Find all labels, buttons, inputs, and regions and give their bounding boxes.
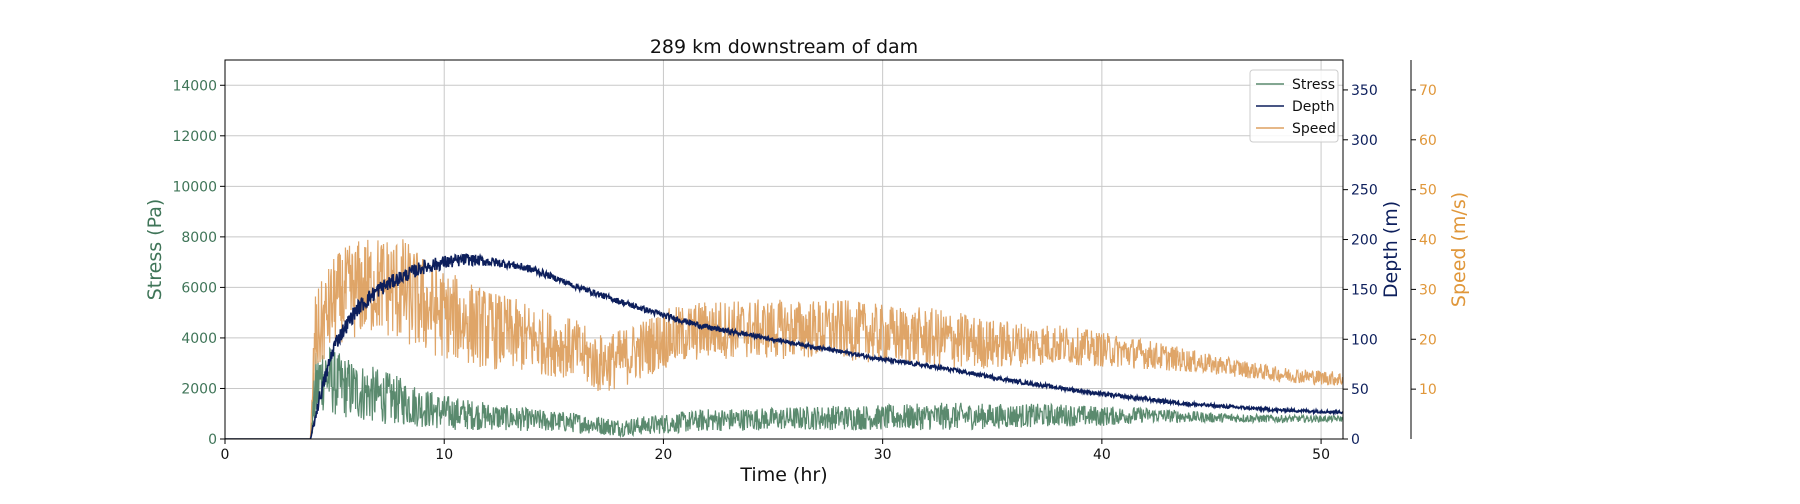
grid-layer — [225, 60, 1343, 439]
depth-tick-label: 300 — [1351, 133, 1378, 149]
series-line-stress — [225, 346, 1343, 439]
stress-tick-label: 8000 — [181, 230, 217, 246]
depth-tick-label: 250 — [1351, 183, 1378, 199]
x-tick-label: 20 — [655, 447, 673, 463]
depth-tick-label: 150 — [1351, 282, 1378, 298]
depth-tick-label: 350 — [1351, 83, 1378, 99]
x-tick-label: 40 — [1093, 447, 1111, 463]
stress-tick-label: 4000 — [181, 331, 217, 347]
depth-tick-label: 100 — [1351, 332, 1378, 348]
plot-frame — [224, 59, 1344, 440]
x-tick-label: 30 — [874, 447, 892, 463]
depth-tick-label: 0 — [1351, 432, 1360, 448]
stress-tick-label: 14000 — [172, 78, 217, 94]
x-axis-label: Time (hr) — [739, 464, 827, 486]
stress-tick-label: 10000 — [172, 179, 217, 195]
speed-tick-label: 10 — [1419, 382, 1437, 398]
series-line-speed — [225, 239, 1343, 439]
legend-box — [1249, 69, 1339, 143]
speed-tick-label: 60 — [1419, 133, 1437, 149]
speed-tick-label: 30 — [1419, 282, 1437, 298]
stress-tick-label: 12000 — [172, 129, 217, 145]
stress-axis-label: Stress (Pa) — [144, 199, 166, 301]
speed-tick-label: 40 — [1419, 233, 1437, 249]
legend-label-speed: Speed — [1292, 121, 1336, 137]
stress-tick-label: 6000 — [181, 280, 217, 296]
x-tick-label: 0 — [221, 447, 230, 463]
depth-tick-label: 50 — [1351, 382, 1369, 398]
depth-tick-label: 200 — [1351, 233, 1378, 249]
speed-tick-label: 50 — [1419, 183, 1437, 199]
legend-label-stress: Stress — [1292, 77, 1335, 93]
axis-layer: 0 10 20 30 40 5002000400060008000100001200014… — [172, 60, 1437, 463]
legend-label-depth: Depth — [1292, 99, 1335, 115]
plot-layer — [225, 239, 1343, 439]
speed-axis-label: Speed (m/s) — [1448, 192, 1470, 307]
speed-tick-label: 20 — [1419, 332, 1437, 348]
chart-title: 289 km downstream of dam — [650, 36, 918, 58]
legend: Stress Depth Speed — [1249, 69, 1339, 143]
series-line-depth — [225, 252, 1343, 439]
x-tick-label: 10 — [435, 447, 453, 463]
stress-tick-label: 0 — [208, 432, 217, 448]
stress-tick-label: 2000 — [181, 381, 217, 397]
depth-axis-label: Depth (m) — [1380, 201, 1402, 298]
x-tick-label: 50 — [1312, 447, 1330, 463]
speed-tick-label: 70 — [1419, 83, 1437, 99]
